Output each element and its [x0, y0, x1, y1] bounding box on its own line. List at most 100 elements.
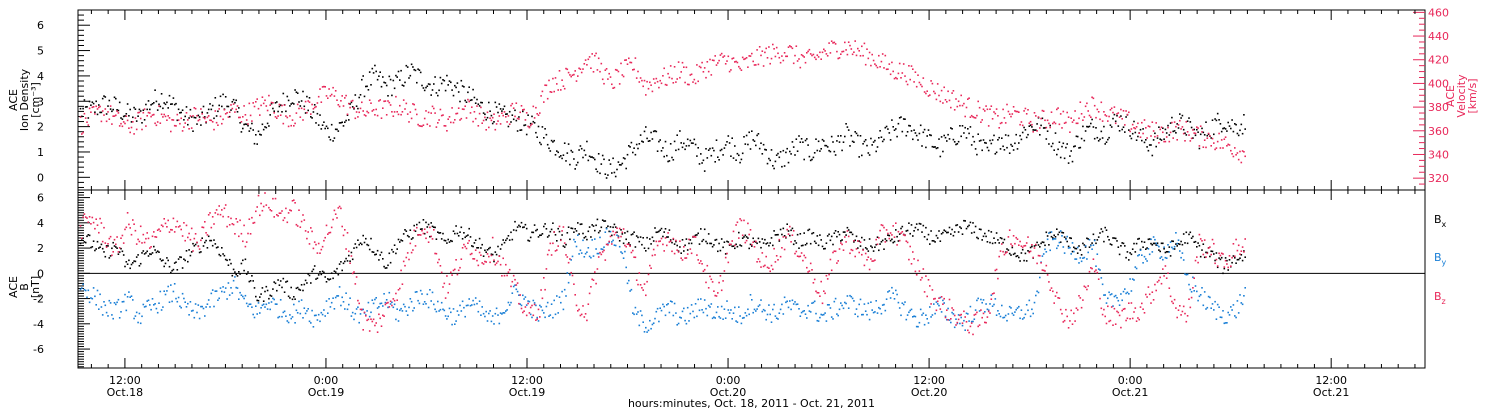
data-point [847, 129, 850, 131]
data-point [662, 303, 664, 306]
data-point [494, 312, 497, 315]
data-point [987, 229, 990, 232]
data-point [1182, 233, 1185, 235]
data-point [905, 318, 908, 321]
data-point [486, 116, 489, 119]
data-point [1150, 144, 1152, 146]
data-point [782, 149, 785, 152]
data-point [947, 133, 949, 136]
data-point [658, 320, 660, 323]
data-point [1232, 155, 1235, 158]
data-point [328, 298, 330, 300]
data-point [588, 255, 591, 258]
data-point [353, 107, 355, 109]
data-point [1134, 266, 1137, 268]
data-point [745, 314, 748, 317]
data-point [374, 253, 376, 256]
data-point [463, 108, 465, 111]
data-point [495, 123, 498, 125]
data-point [266, 289, 269, 292]
data-point [908, 124, 910, 127]
data-point [1122, 290, 1125, 293]
data-point [1084, 286, 1087, 289]
y-tick-label: 6 [37, 19, 44, 32]
data-point [664, 237, 667, 239]
data-point [104, 96, 107, 98]
data-point [944, 230, 947, 233]
data-point [720, 289, 723, 292]
data-point [956, 322, 959, 325]
data-point [269, 209, 271, 211]
data-point [1180, 128, 1182, 130]
data-point [948, 99, 951, 102]
data-point [303, 105, 306, 108]
data-point [1189, 306, 1192, 309]
data-point [295, 309, 298, 312]
data-point [481, 306, 483, 308]
data-point [652, 240, 655, 242]
data-point [171, 229, 173, 231]
data-point [765, 149, 767, 151]
data-point [1218, 306, 1220, 308]
data-point [1040, 117, 1042, 120]
data-point [853, 240, 855, 242]
data-point [906, 229, 909, 232]
data-point [963, 219, 965, 222]
data-point [416, 113, 418, 116]
data-point [927, 322, 930, 324]
data-point [1126, 251, 1129, 253]
data-point [1134, 307, 1137, 309]
data-point [170, 271, 172, 274]
data-point [382, 76, 384, 78]
data-point [179, 256, 181, 258]
data-point [1243, 250, 1245, 252]
data-point [692, 310, 694, 313]
data-point [667, 232, 669, 234]
data-point [774, 261, 777, 263]
data-point [490, 320, 493, 323]
data-point [122, 121, 125, 123]
data-point [926, 90, 928, 92]
data-point [451, 323, 453, 326]
data-point [1228, 314, 1231, 316]
data-point [790, 308, 792, 311]
data-point [336, 217, 338, 219]
data-point [1078, 117, 1080, 120]
data-point [765, 47, 767, 50]
data-point [1193, 132, 1195, 134]
data-point [448, 307, 451, 310]
data-point [1167, 244, 1169, 246]
data-point [1031, 244, 1033, 246]
data-point [997, 139, 999, 141]
data-point [505, 310, 507, 312]
data-point [1201, 287, 1203, 289]
data-point [433, 229, 435, 231]
data-point [1092, 258, 1095, 260]
data-point [968, 132, 970, 135]
data-point [1155, 122, 1157, 124]
data-point [609, 76, 612, 78]
data-point [923, 323, 926, 326]
data-point [927, 233, 930, 236]
data-point [1169, 122, 1172, 124]
data-point [293, 199, 295, 201]
data-point [142, 109, 145, 111]
data-point [571, 74, 574, 76]
data-point [1076, 122, 1079, 125]
data-point [715, 64, 718, 66]
data-point [745, 57, 748, 59]
data-point [744, 143, 747, 145]
data-point [951, 128, 953, 130]
data-point [637, 311, 639, 313]
data-point [510, 301, 512, 304]
data-point [1110, 293, 1113, 295]
data-point [940, 233, 943, 235]
data-point [710, 303, 713, 305]
data-point [379, 254, 381, 256]
data-point [485, 251, 487, 253]
data-point [489, 110, 491, 112]
data-point [1203, 139, 1206, 141]
data-point [488, 247, 490, 250]
data-point [998, 242, 1000, 244]
data-point [584, 313, 587, 315]
